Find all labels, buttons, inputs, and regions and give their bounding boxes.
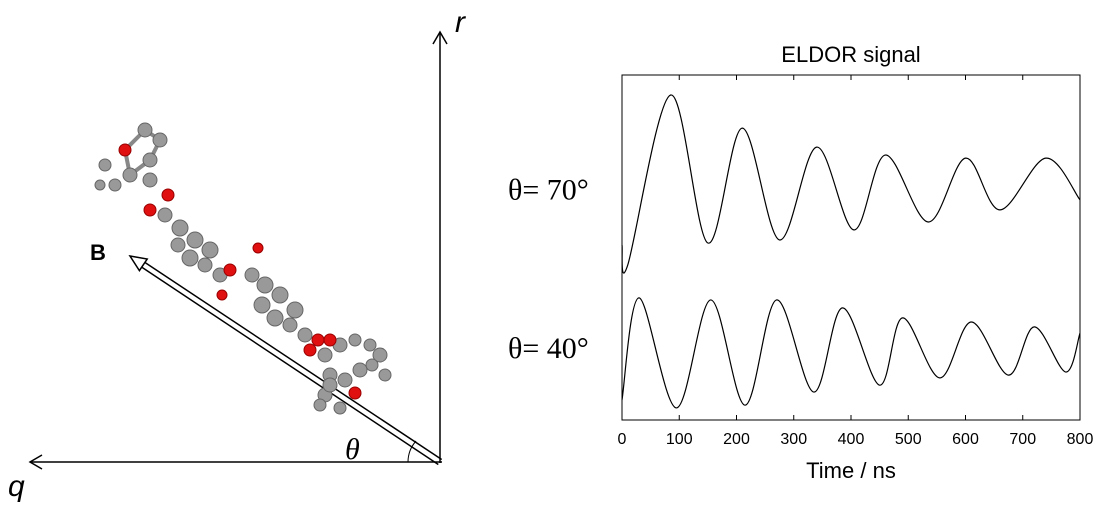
signal-trace bbox=[622, 95, 1080, 273]
x-tick-label: 100 bbox=[666, 431, 693, 448]
b-label: B bbox=[90, 240, 106, 265]
b-vector bbox=[140, 266, 438, 465]
x-tick-label: 500 bbox=[895, 431, 922, 448]
b-vector bbox=[145, 263, 442, 460]
theta-arc bbox=[408, 441, 416, 462]
series-label: θ= 70° bbox=[508, 173, 589, 206]
theta-label: θ bbox=[345, 433, 360, 466]
plot: 0 100 200 300 400 500 600 700 800 θ= 70° θ= 40° bbox=[508, 75, 1093, 448]
x-tick-label: 0 bbox=[618, 431, 627, 448]
figure: r q B θ ELDOR signal Time / ns 0 100 200 30… bbox=[0, 0, 1099, 505]
q-label: q bbox=[8, 470, 25, 503]
x-tick-label: 400 bbox=[838, 431, 865, 448]
series-label: θ= 40° bbox=[508, 332, 589, 365]
x-axis-label: Time / ns bbox=[806, 458, 896, 483]
x-tick-label: 300 bbox=[780, 431, 807, 448]
chart-title: ELDOR signal bbox=[781, 42, 920, 67]
r-label: r bbox=[455, 6, 466, 39]
x-tick-label: 200 bbox=[723, 431, 750, 448]
signal-trace bbox=[622, 298, 1080, 408]
x-tick-label: 800 bbox=[1067, 431, 1094, 448]
x-tick-label: 700 bbox=[1009, 431, 1036, 448]
x-tick-label: 600 bbox=[952, 431, 979, 448]
